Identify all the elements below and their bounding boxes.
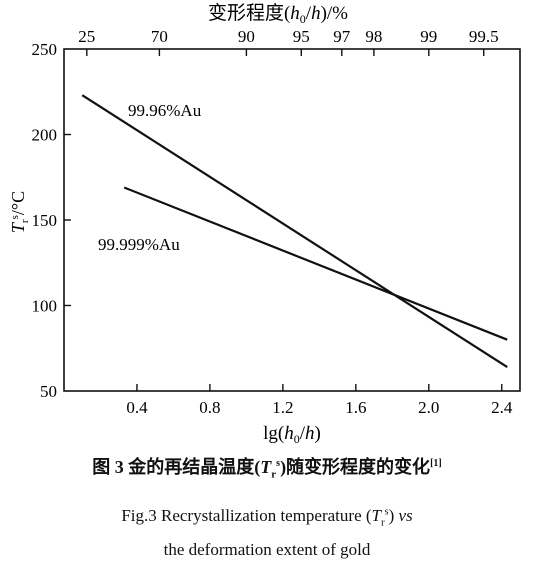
series-label-9996: 99.96%Au: [128, 101, 202, 120]
y-tick-label: 150: [32, 211, 58, 230]
top-tick-label: 97: [333, 27, 351, 46]
top-tick-label: 25: [78, 27, 95, 46]
y-axis-label: Trs/°C: [8, 191, 31, 233]
y-tick-label: 200: [32, 126, 58, 145]
top-tick-label: 99.5: [469, 27, 499, 46]
y-tick-label: 100: [32, 297, 58, 316]
x-tick-label: 1.2: [272, 398, 293, 417]
x-axis-label: lg(h0/h): [263, 423, 321, 446]
y-tick-label: 50: [40, 382, 57, 401]
figure-caption-zh: 图 3 金的再结晶温度(Trs)随变形程度的变化[1]: [92, 457, 442, 481]
figure-caption-en-line2: the deformation extent of gold: [163, 540, 371, 559]
top-tick-label: 98: [365, 27, 382, 46]
series-lines: [81, 94, 508, 368]
series-line-1: [123, 186, 508, 341]
figure-caption-en-line1: Fig.3 Recrystallization temperature (Trs…: [121, 506, 413, 529]
x-tick-label: 2.0: [418, 398, 439, 417]
top-tick-label: 90: [238, 27, 255, 46]
series-label-99999: 99.999%Au: [98, 235, 180, 254]
top-tick-label: 99: [420, 27, 437, 46]
top-axis-label: 变形程度(h0/h)/%: [208, 2, 348, 26]
y-tick-label: 250: [32, 40, 58, 59]
series-line-0: [81, 94, 508, 368]
x-tick-label: 1.6: [345, 398, 366, 417]
x-tick-label: 0.8: [199, 398, 220, 417]
top-tick-label: 95: [293, 27, 310, 46]
x-axis-ticks: 0.4 0.8 1.2 1.6 2.0 2.4: [126, 384, 513, 417]
x-tick-label: 0.4: [126, 398, 148, 417]
top-axis-ticks: 25 70 90 95 97 98 99 99.5: [78, 27, 499, 56]
chart: 0.4 0.8 1.2 1.6 2.0 2.4 50 100 150 200 250 25 70 90…: [8, 2, 521, 446]
y-axis-ticks: 50 100 150 200 250: [32, 40, 71, 401]
x-tick-label: 2.4: [491, 398, 513, 417]
top-tick-label: 70: [151, 27, 168, 46]
